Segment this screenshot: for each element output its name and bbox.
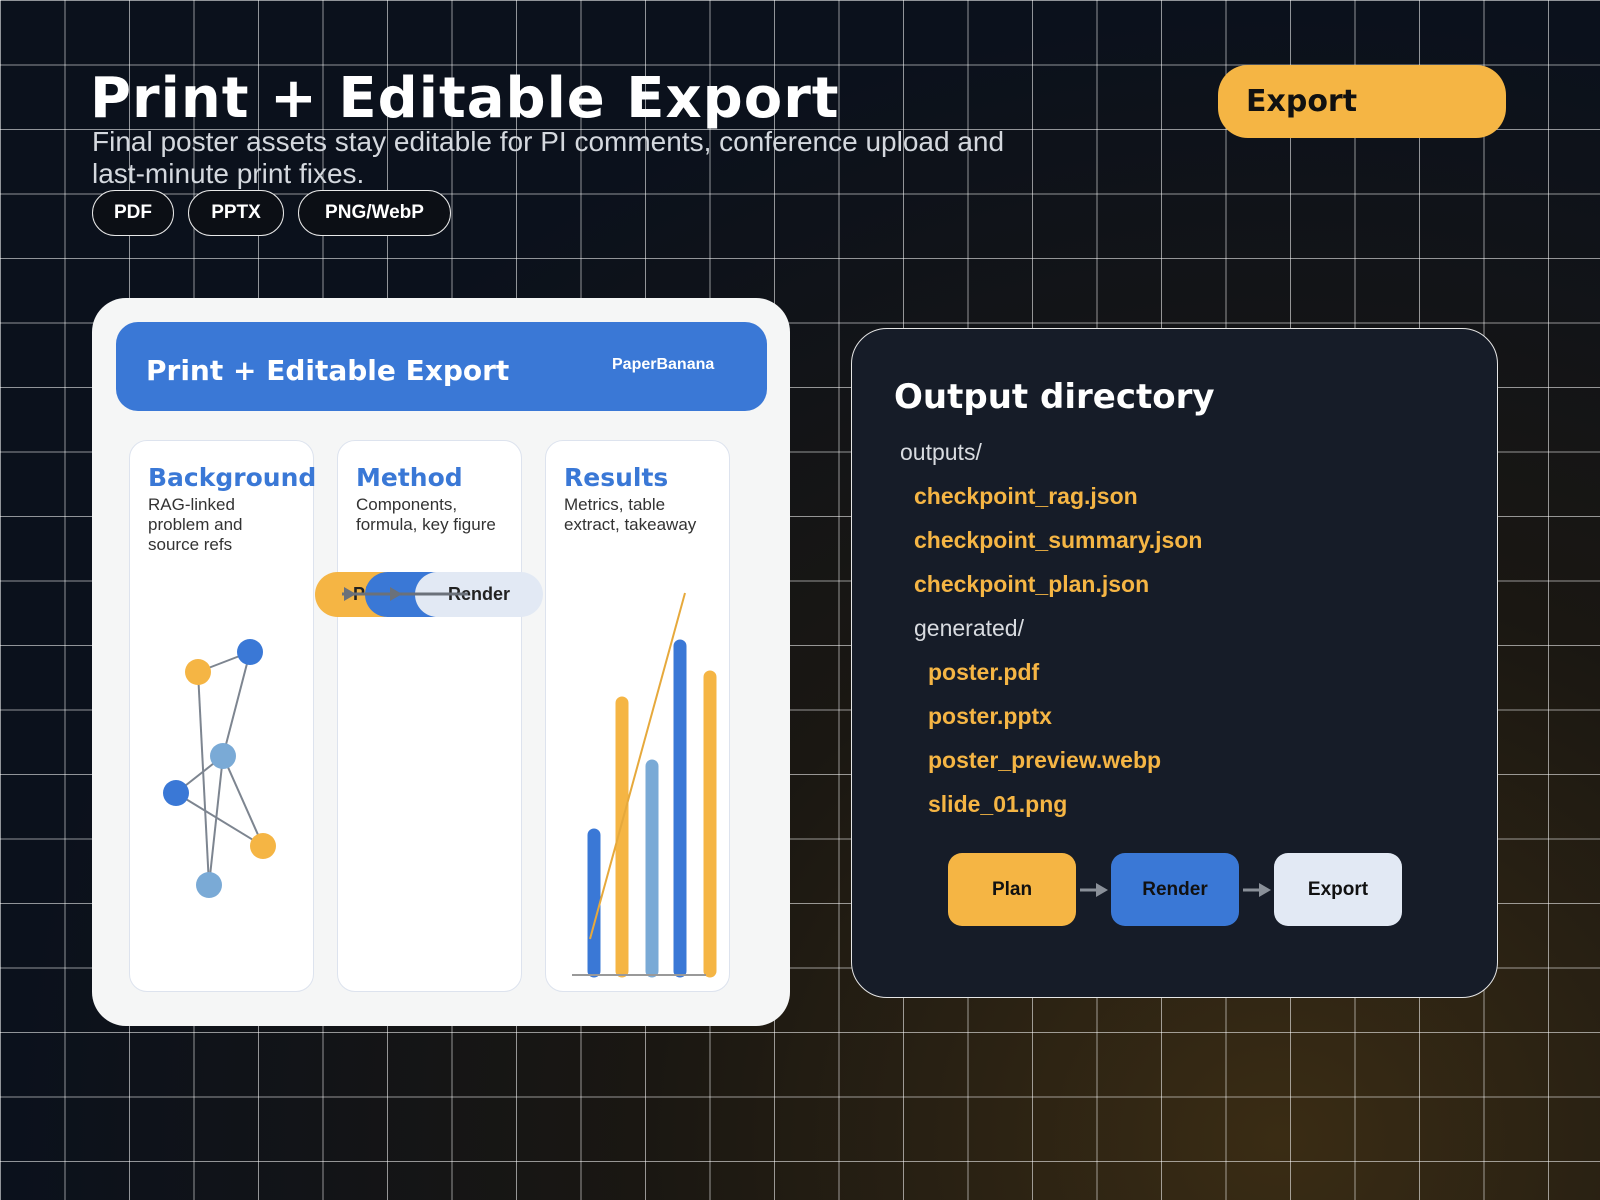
folder: generated/ — [914, 615, 1024, 641]
mini-arrow — [342, 587, 468, 601]
file: checkpoint_rag.json — [914, 483, 1138, 509]
format-tag[interactable]: PDF — [92, 190, 174, 236]
output-panel: Output directory outputs/ checkpoint_rag… — [851, 328, 1498, 998]
format-tag[interactable]: PNG/WebP — [298, 190, 451, 236]
folder: outputs/ — [900, 439, 982, 465]
bar-illustration — [572, 592, 717, 978]
section-card: Results Metrics, table extract, takeaway — [545, 440, 730, 992]
pipeline-step: Plan — [948, 853, 1076, 926]
file: poster.pdf — [928, 659, 1040, 685]
poster-header: Print + Editable Export PaperBanana — [116, 322, 767, 411]
graph-illustration — [163, 639, 276, 898]
file: poster_preview.webp — [928, 747, 1162, 773]
poster-title: Print + Editable Export — [146, 354, 510, 387]
pipeline-step: Export — [1274, 853, 1402, 926]
file: slide_01.png — [928, 791, 1068, 817]
section-card: Background RAG-linked problem and source… — [129, 440, 317, 992]
export-button[interactable]: Export — [1218, 65, 1506, 138]
brand: PaperBanana — [612, 356, 715, 373]
section-title: Results — [564, 463, 669, 492]
panel-title: Output directory — [894, 377, 1215, 417]
section-title: Method — [356, 463, 463, 492]
file: poster.pptx — [928, 703, 1052, 729]
file: checkpoint_summary.json — [914, 527, 1203, 553]
section-card: Method Components, formula, key figure — [337, 440, 522, 992]
section-text: RAG-linked problem and source refs — [148, 495, 243, 554]
section-title: Background — [148, 463, 317, 492]
poster-preview: Print + Editable Export PaperBanana Back… — [92, 298, 790, 1026]
pipeline-arrows — [1080, 883, 1271, 897]
subtitle: Final poster assets stay editable for PI… — [92, 126, 1005, 189]
page-title: Print + Editable Export — [90, 66, 840, 131]
section-text: Components, formula, key figure — [356, 495, 496, 534]
section-text: Metrics, table extract, takeaway — [564, 495, 697, 534]
file: checkpoint_plan.json — [914, 571, 1150, 597]
format-tag[interactable]: PPTX — [188, 190, 284, 236]
pipeline-step: Render — [1111, 853, 1239, 926]
